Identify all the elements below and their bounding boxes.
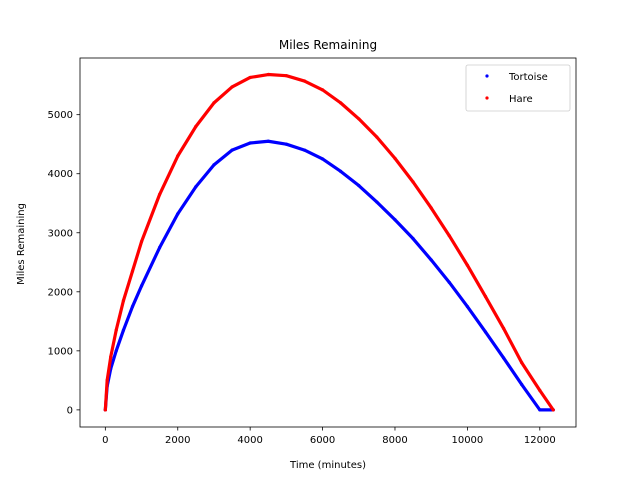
data-point (538, 388, 542, 392)
data-point (520, 361, 524, 365)
y-tick-label: 2000 (48, 287, 73, 298)
chart-title: Miles Remaining (279, 38, 377, 52)
data-point (139, 284, 144, 288)
data-point (339, 169, 343, 173)
x-tick-label: 0 (102, 435, 108, 446)
data-point (176, 154, 180, 158)
y-tick-label: 3000 (48, 228, 73, 239)
data-point (501, 356, 506, 360)
data-point (194, 185, 198, 189)
series-trace-hare (103, 72, 555, 412)
data-point (212, 163, 216, 167)
y-tick-label: 4000 (48, 169, 73, 180)
data-point (465, 263, 469, 267)
data-point (114, 328, 118, 332)
data-point (302, 79, 307, 83)
y-tick-label: 1000 (48, 346, 73, 357)
x-tick-label: 10000 (451, 435, 483, 446)
data-point (393, 156, 397, 160)
y-axis-label: Miles Remaining (16, 203, 27, 285)
data-point (357, 117, 361, 121)
series-hare (103, 72, 555, 412)
x-tick-label: 12000 (524, 435, 556, 446)
data-point (302, 148, 307, 152)
legend-marker-tortoise (485, 74, 489, 78)
data-point (483, 330, 488, 334)
data-point (501, 326, 506, 330)
legend-marker-hare (485, 96, 489, 100)
x-tick-label: 8000 (382, 435, 407, 446)
data-point (212, 101, 216, 105)
data-point (284, 74, 288, 78)
data-point (375, 200, 379, 204)
data-point (520, 382, 524, 387)
data-point (411, 180, 415, 184)
y-tick-label: 5000 (48, 110, 73, 121)
data-point (121, 328, 126, 332)
legend: Tortoise Hare (465, 64, 571, 112)
data-point (465, 304, 469, 309)
data-point (447, 280, 451, 284)
data-point (266, 139, 270, 143)
x-axis-label: Time (minutes) (289, 460, 366, 471)
axis-ticks: 0 2000 4000 6000 8000 10000 12000 0 1000 2000 3000… (48, 110, 556, 446)
data-point (429, 206, 433, 210)
data-point (130, 304, 135, 309)
data-point (103, 408, 107, 412)
data-point (551, 408, 555, 412)
data-point (320, 157, 325, 161)
x-tick-label: 2000 (165, 435, 190, 446)
data-point (114, 349, 118, 353)
data-point (447, 234, 451, 238)
data-point (248, 75, 252, 80)
data-point (411, 237, 415, 241)
data-point (266, 72, 270, 77)
data-point (483, 294, 488, 299)
data-point (109, 355, 113, 359)
data-point (339, 101, 343, 105)
data-point (194, 124, 198, 129)
data-point (248, 141, 252, 145)
data-point (121, 299, 126, 303)
data-point (538, 408, 542, 412)
y-tick-label: 0 (67, 405, 73, 416)
data-point (139, 240, 144, 244)
data-point (320, 88, 325, 92)
data-point (130, 269, 135, 273)
data-point (158, 245, 162, 250)
x-tick-label: 4000 (237, 435, 262, 446)
series-trace-tortoise (103, 139, 555, 412)
data-point (284, 142, 288, 146)
data-point (393, 218, 397, 222)
data-point (158, 192, 162, 196)
legend-label-tortoise: Tortoise (508, 72, 548, 83)
data-point (230, 85, 234, 89)
x-tick-label: 6000 (310, 435, 335, 446)
data-point (105, 378, 109, 382)
legend-box (465, 64, 571, 112)
data-point (357, 183, 361, 188)
data-point (176, 212, 180, 216)
plot-area (79, 57, 577, 428)
data-point (375, 135, 379, 139)
data-point (429, 258, 433, 262)
data-point (230, 148, 234, 152)
plot-frame (79, 57, 577, 428)
legend-label-hare: Hare (509, 94, 533, 105)
